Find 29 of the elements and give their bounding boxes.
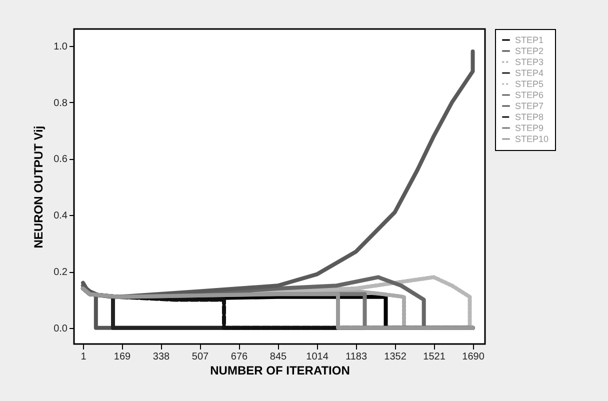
x-tick-label: 845 <box>270 352 288 362</box>
x-tick-label: 676 <box>230 352 248 362</box>
y-axis-title: NEURON OUTPUT Vij <box>32 126 46 248</box>
x-tick-label: 1183 <box>346 352 368 362</box>
x-tick-label: 1690 <box>462 352 485 362</box>
x-axis-title: NUMBER OF ITERATION <box>210 364 350 378</box>
y-tick-label: 1.0 <box>54 41 68 52</box>
legend-label: STEP2 <box>515 46 544 56</box>
legend-label: STEP1 <box>515 35 544 45</box>
y-tick-label: 0.8 <box>54 98 68 109</box>
legend-label: STEP8 <box>515 112 544 122</box>
y-tick-label: 0.6 <box>54 154 68 166</box>
x-tick-label: 1352 <box>384 352 407 362</box>
legend-label: STEP7 <box>515 101 544 111</box>
legend-label: STEP4 <box>515 68 544 78</box>
legend-label: STEP10 <box>515 134 549 144</box>
x-tick-label: 507 <box>192 352 210 362</box>
y-tick-label: 0.2 <box>54 267 68 278</box>
y-tick-label: 0.4 <box>54 210 68 222</box>
x-tick-label: 338 <box>152 352 170 362</box>
x-tick-label: 1521 <box>423 352 446 362</box>
legend-label: STEP9 <box>515 123 544 133</box>
legend-label: STEP3 <box>515 57 544 67</box>
y-tick-label: 0.0 <box>54 323 68 334</box>
x-tick-label: 1014 <box>306 352 329 362</box>
legend-label: STEP5 <box>515 79 544 89</box>
x-tick-label: 1 <box>80 352 87 362</box>
legend-label: STEP6 <box>515 90 544 100</box>
x-tick-label: 169 <box>114 352 132 362</box>
